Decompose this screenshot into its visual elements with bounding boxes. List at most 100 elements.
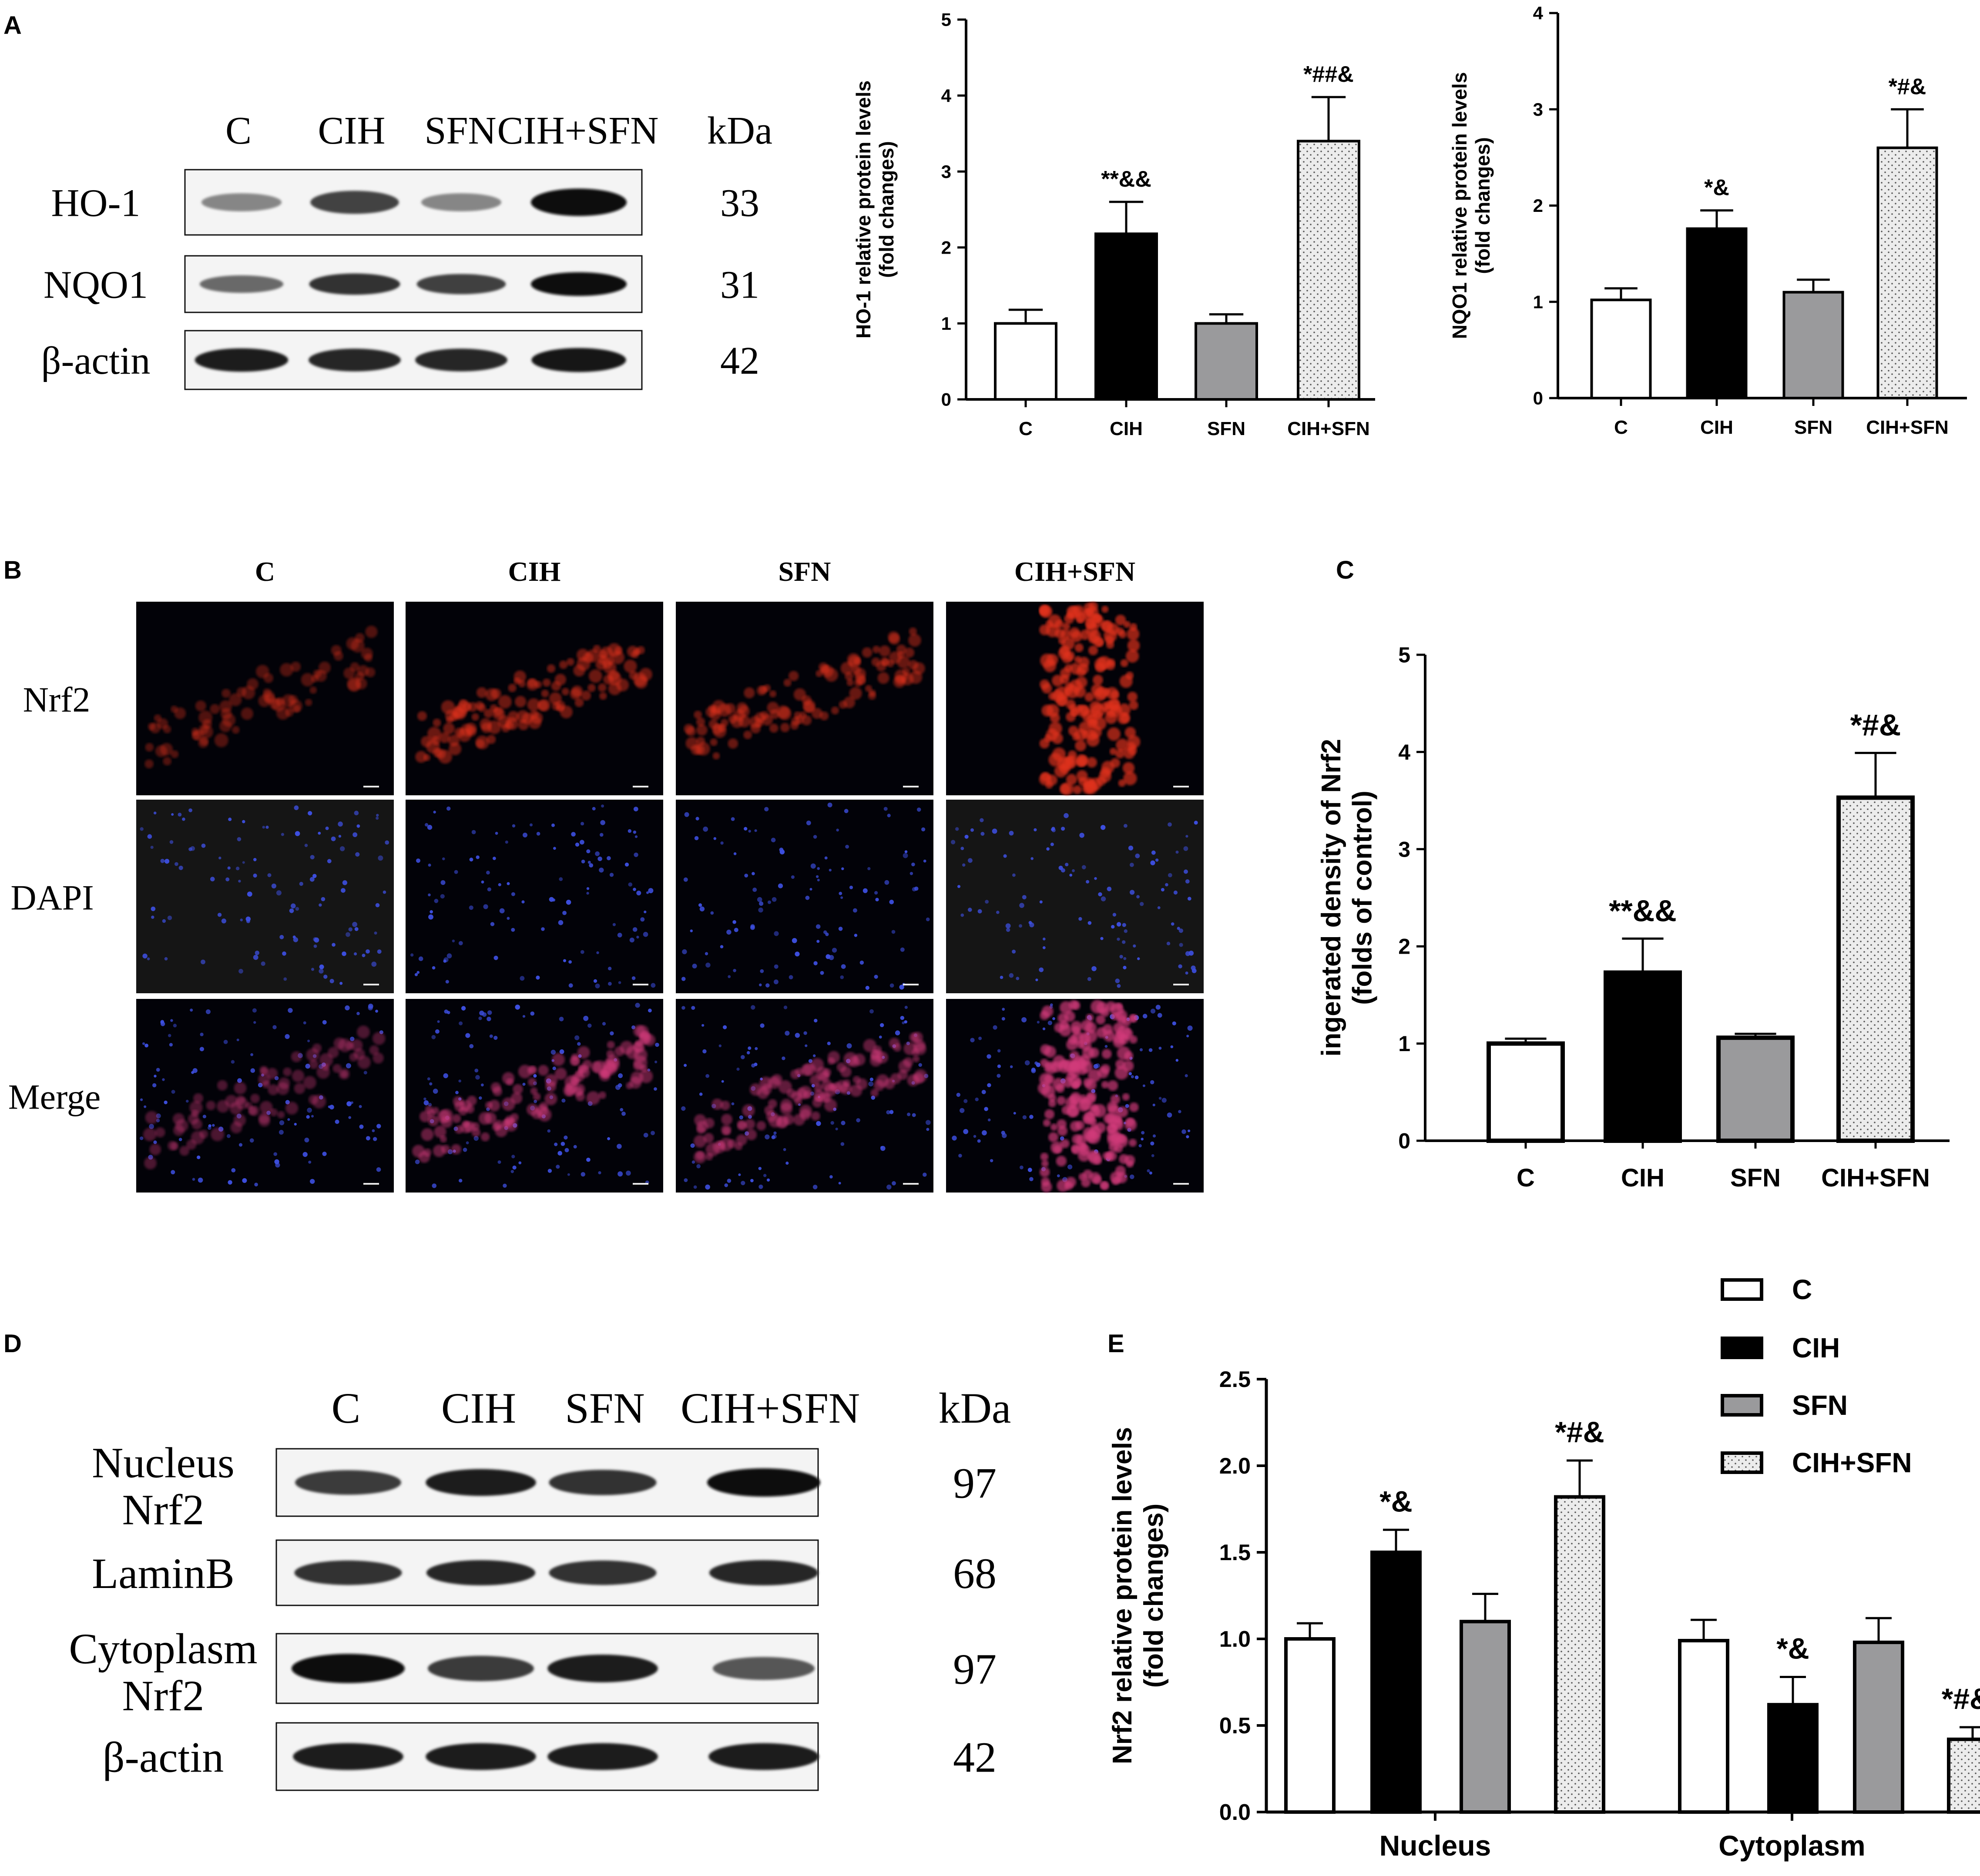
dapi-nucleus [560, 1142, 565, 1146]
dapi-nucleus [142, 1042, 145, 1045]
nrf2-signal [1105, 660, 1115, 670]
dapi-nucleus [1047, 1021, 1052, 1025]
dapi-nucleus [703, 826, 708, 832]
dapi-nucleus [748, 1046, 752, 1050]
dapi-nucleus [891, 930, 896, 934]
dapi-nucleus [558, 920, 564, 925]
dapi-nucleus [1100, 937, 1104, 940]
bar-c [1487, 1041, 1565, 1143]
dapi-nucleus [433, 811, 436, 814]
dapi-nucleus [608, 967, 612, 971]
dapi-nucleus [1187, 1025, 1193, 1031]
nrf2-signal [1117, 1106, 1128, 1118]
dapi-nucleus [705, 1184, 710, 1190]
dapi-nucleus [459, 1179, 463, 1183]
dapi-nucleus [1139, 1048, 1143, 1052]
nrf2-signal [1129, 1102, 1139, 1112]
dapi-nucleus [1165, 883, 1168, 887]
dapi-nucleus [865, 985, 869, 990]
dapi-nucleus [1158, 1046, 1162, 1050]
dapi-nucleus [171, 1090, 175, 1094]
dapi-nucleus [1130, 1174, 1134, 1179]
dapi-nucleus [744, 827, 748, 831]
dapi-nucleus [960, 847, 964, 850]
dapi-nucleus [609, 873, 614, 877]
bar-sfn [1460, 1620, 1511, 1814]
dapi-nucleus [559, 877, 563, 881]
nrf2-signal [873, 1045, 882, 1055]
nrf2-signal [544, 1092, 557, 1106]
dapi-nucleus [1130, 863, 1134, 867]
nrf2-signal [448, 735, 460, 747]
nrf2-signal [616, 678, 629, 692]
dapi-nucleus [458, 941, 463, 945]
nrf2-signal [1066, 774, 1077, 785]
dapi-nucleus [926, 917, 930, 921]
nrf2-signal [856, 1078, 868, 1090]
nrf2-signal [755, 712, 765, 723]
dapi-nucleus [561, 1099, 566, 1103]
nrf2-signal [426, 740, 440, 754]
nrf2-signal [1075, 754, 1088, 767]
dapi-nucleus [816, 1121, 821, 1126]
dapi-nucleus [758, 908, 763, 913]
dapi-nucleus [727, 1179, 732, 1183]
nrf2-signal [292, 1069, 305, 1082]
dapi-nucleus [236, 1038, 239, 1042]
dapi-nucleus [459, 1021, 463, 1025]
blot-band [707, 1468, 820, 1497]
dapi-nucleus [469, 858, 473, 862]
dapi-nucleus [1098, 892, 1102, 897]
dapi-nucleus [376, 814, 379, 817]
nrf2-signal [633, 672, 647, 687]
dapi-nucleus [859, 960, 864, 965]
dapi-nucleus [348, 1116, 351, 1119]
nrf2-signal [248, 1106, 257, 1115]
dapi-nucleus [816, 940, 820, 943]
dapi-nucleus [338, 834, 342, 838]
dapi-nucleus [1155, 1005, 1161, 1010]
dapi-nucleus [319, 903, 322, 907]
dapi-nucleus [1128, 1072, 1132, 1075]
nrf2-signal [514, 696, 527, 707]
y-tick-label: 4 [1533, 3, 1544, 23]
dapi-nucleus [261, 961, 265, 966]
dapi-nucleus [354, 927, 359, 931]
if-image-tile [946, 800, 1204, 993]
dapi-nucleus [1136, 895, 1140, 899]
nrf2-signal [155, 1127, 165, 1138]
dapi-nucleus [699, 906, 705, 911]
dapi-nucleus [841, 964, 846, 969]
legend-swatch [1721, 1451, 1763, 1474]
nrf2-signal [684, 724, 694, 734]
dapi-nucleus [684, 812, 689, 817]
nrf2-signal [191, 1131, 205, 1145]
dapi-nucleus [329, 978, 334, 984]
y-tick-label: 1 [1533, 291, 1543, 312]
nrf2-signal [423, 1148, 432, 1157]
nrf2-signal [433, 1145, 446, 1157]
dapi-nucleus [1150, 1080, 1154, 1085]
nrf2-signal [742, 1104, 755, 1117]
protein-label: Nrf2 [122, 1486, 205, 1534]
nrf2-signal [316, 1065, 330, 1079]
protein-label: Nucleus [92, 1439, 235, 1487]
dapi-nucleus [981, 1090, 986, 1094]
nrf2-signal [573, 1087, 583, 1097]
nrf2-signal [843, 697, 856, 708]
nrf2-signal [898, 1060, 911, 1073]
dapi-nucleus [1057, 1174, 1060, 1178]
nrf2-signal [694, 1114, 706, 1126]
dapi-nucleus [265, 825, 269, 829]
dapi-nucleus [903, 853, 908, 858]
legend-label: SFN [1792, 1390, 1848, 1421]
bar-cih [1686, 227, 1748, 399]
nrf2-signal [581, 690, 591, 701]
nrf2-signal [1044, 1109, 1055, 1119]
nrf2-signal [291, 1051, 302, 1062]
nrf2-signal [873, 646, 880, 653]
nrf2-signal [599, 692, 607, 700]
dapi-nucleus [178, 865, 183, 870]
nrf2-signal [1120, 713, 1131, 723]
dapi-nucleus [1140, 902, 1144, 906]
